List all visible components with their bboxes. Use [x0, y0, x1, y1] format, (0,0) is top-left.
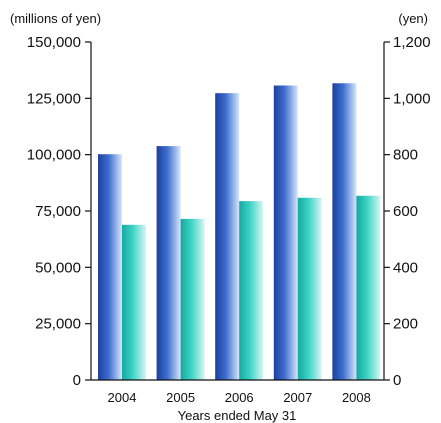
- category-labels: 2004 2005 2006 2007 2008: [108, 390, 371, 405]
- right-axis-ticks: 0 200 400 600 800 1,000 1,200: [384, 34, 431, 389]
- left-axis-tick-label: 100,000: [27, 147, 81, 164]
- right-axis-tick-label: 1,200: [393, 34, 431, 51]
- bar-right-2007: [297, 197, 322, 380]
- right-axis-tick-label: 200: [393, 316, 418, 333]
- left-axis-tick-label: 25,000: [35, 316, 81, 333]
- right-axis-tick-label: 600: [393, 203, 418, 220]
- x-category-label-2007: 2007: [283, 390, 312, 405]
- right-axis-tick-label: 0: [393, 372, 401, 389]
- left-axis-tick-label: 50,000: [35, 259, 81, 276]
- bar-left-2008: [332, 83, 357, 381]
- left-axis-unit-label: (millions of yen): [10, 11, 101, 26]
- bar-right-2008: [356, 195, 381, 380]
- left-axis-tick-label: 0: [73, 372, 81, 389]
- left-axis-tick-label: 75,000: [35, 203, 81, 220]
- right-axis-tick-label: 1,000: [393, 90, 431, 107]
- left-axis-tick-label: 150,000: [27, 34, 81, 51]
- bar-right-2004: [122, 224, 146, 380]
- x-category-label-2008: 2008: [342, 390, 371, 405]
- bar-left-2005: [156, 146, 181, 380]
- right-axis-tick-label: 400: [393, 259, 418, 276]
- bar-left-2004: [98, 154, 122, 380]
- right-axis-tick-label: 800: [393, 147, 418, 164]
- x-category-label-2004: 2004: [108, 390, 137, 405]
- x-category-label-2006: 2006: [225, 390, 254, 405]
- right-axis-unit-label: (yen): [398, 11, 428, 26]
- x-category-label-2005: 2005: [166, 390, 195, 405]
- bar-left-2007: [273, 85, 298, 381]
- left-axis-tick-label: 125,000: [27, 90, 81, 107]
- bar-right-2006: [239, 201, 264, 380]
- bar-left-2006: [215, 93, 240, 381]
- bar-right-2005: [180, 218, 205, 380]
- left-axis-ticks: 0 25,000 50,000 75,000 100,000 125,000 150,000: [27, 34, 91, 389]
- bars-group: [98, 83, 381, 381]
- x-axis-title: Years ended May 31: [178, 408, 297, 423]
